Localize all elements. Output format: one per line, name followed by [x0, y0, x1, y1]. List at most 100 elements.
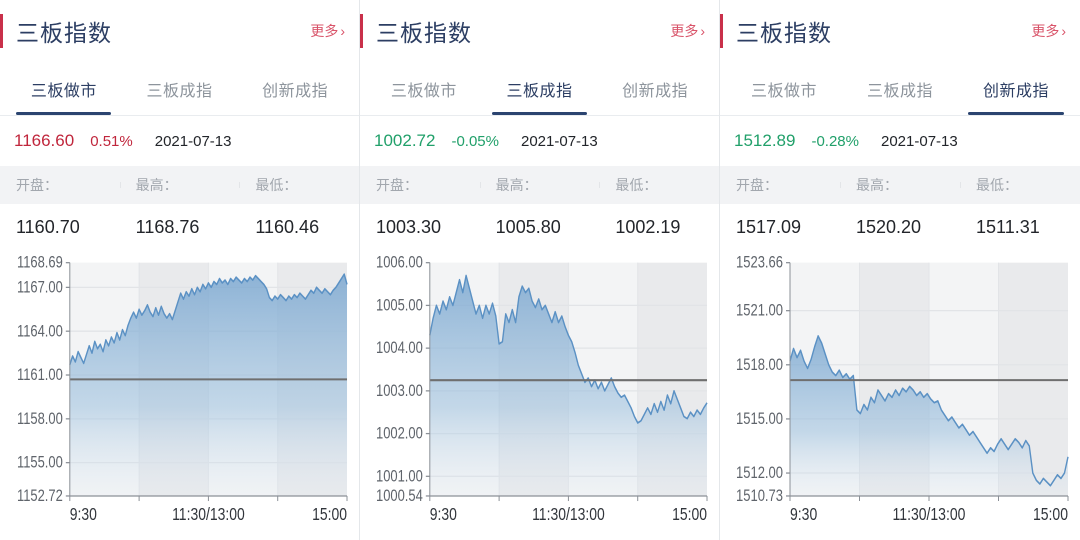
more-link[interactable]: 更多 › — [670, 21, 705, 41]
tab-1[interactable]: 三板做市 — [726, 62, 842, 115]
y-axis-tick-label: 1000.54 — [376, 488, 423, 506]
y-axis-tick-label: 1006.00 — [376, 254, 423, 272]
y-axis-tick-label: 1515.00 — [736, 411, 783, 429]
x-axis-tick-label: 11:30/13:00 — [893, 506, 966, 525]
tab-bar: 三板做市 三板成指 创新成指 — [720, 62, 1080, 116]
tab-label: 创新成指 — [622, 82, 689, 100]
panel-header: 三板指数 更多 › — [0, 0, 359, 62]
quote-change: -0.28% — [811, 132, 859, 150]
y-axis-tick-label: 1004.00 — [376, 340, 423, 358]
stats-value-row: 1003.30 1005.80 1002.19 — [360, 204, 719, 250]
page-title: 三板指数 — [736, 20, 832, 46]
stat-header-3: 最低： — [960, 175, 1080, 195]
index-panel-2: 三板指数 更多 › 三板做市 三板成指 创新成指 1002.72 -0.05% 20… — [360, 0, 720, 540]
stat-header-2: 最高： — [119, 175, 240, 195]
tab-label: 创新成指 — [982, 82, 1049, 100]
quote-date: 2021-07-13 — [520, 132, 598, 150]
stat-header-1: 开盘： — [16, 177, 58, 193]
y-axis-tick-label: 1152.72 — [17, 488, 63, 506]
stats-value-row: 1160.70 1168.76 1160.46 — [0, 204, 359, 250]
x-axis-tick-label: 15:00 — [1033, 506, 1068, 525]
y-axis-tick-label: 1518.00 — [736, 357, 783, 375]
tab-3[interactable]: 创新成指 — [237, 62, 353, 115]
stat-value-3: 1511.31 — [976, 216, 1040, 237]
x-axis-tick-label: 15:00 — [672, 506, 707, 525]
stat-header-1: 开盘： — [376, 177, 418, 193]
more-link[interactable]: 更多 › — [1031, 21, 1066, 41]
stat-value-2: 1520.20 — [856, 216, 922, 237]
stats-header-row: 开盘： 最高： 最低： — [720, 166, 1080, 204]
tab-2[interactable]: 三板成指 — [842, 62, 958, 115]
tab-label: 三板做市 — [30, 82, 97, 100]
y-axis-tick-label: 1510.73 — [736, 488, 783, 506]
more-link[interactable]: 更多 › — [310, 21, 345, 41]
tab-3-active[interactable]: 创新成指 — [958, 62, 1074, 115]
tab-bar: 三板做市 三板成指 创新成指 — [360, 62, 719, 116]
tab-label: 三板成指 — [506, 82, 573, 100]
tab-1-active[interactable]: 三板做市 — [6, 62, 122, 115]
stat-header-3: 最低： — [599, 175, 719, 195]
y-axis-tick-label: 1164.00 — [17, 323, 63, 341]
tab-label: 三板成指 — [146, 82, 213, 100]
y-axis-tick-label: 1155.00 — [17, 454, 63, 472]
x-axis-tick-label: 11:30/13:00 — [532, 506, 605, 525]
panel-header: 三板指数 更多 › — [720, 0, 1080, 62]
x-axis-tick-label: 11:30/13:00 — [172, 506, 245, 525]
tab-2-active[interactable]: 三板成指 — [482, 62, 598, 115]
intraday-chart: 1006.00 1005.00 1004.00 1003.00 1002.00 1001.… — [360, 250, 719, 540]
stats-value-row: 1517.09 1520.20 1511.31 — [720, 204, 1080, 250]
y-axis-tick-label: 1168.69 — [17, 254, 63, 272]
quote-date: 2021-07-13 — [154, 132, 232, 150]
y-axis-tick-label: 1001.00 — [376, 468, 423, 486]
chart-canvas: 1523.66 1521.00 1518.00 1515.00 1512.00 1510.… — [736, 254, 1069, 525]
more-label: 更多 — [670, 23, 699, 39]
y-axis-tick-label: 1512.00 — [736, 465, 783, 483]
x-axis-tick-label: 9:30 — [70, 506, 97, 525]
y-axis-tick-label: 1521.00 — [736, 302, 783, 320]
stat-header-2: 最高： — [479, 175, 600, 195]
more-label: 更多 — [310, 23, 339, 39]
accent-bar-icon — [360, 14, 363, 48]
quote-change: -0.05% — [451, 132, 499, 150]
index-panel-3: 三板指数 更多 › 三板做市 三板成指 创新成指 1512.89 -0.28% 20… — [720, 0, 1080, 540]
tab-3[interactable]: 创新成指 — [597, 62, 713, 115]
y-axis-tick-label: 1167.00 — [17, 279, 63, 297]
stat-value-3: 1160.46 — [255, 216, 320, 237]
x-axis-tick-label: 9:30 — [790, 506, 817, 525]
tab-1[interactable]: 三板做市 — [366, 62, 482, 115]
stat-header-1: 开盘： — [736, 177, 778, 193]
y-axis-tick-label: 1161.00 — [17, 367, 63, 385]
chevron-right-icon: › — [1061, 23, 1066, 39]
stat-value-2: 1005.80 — [495, 216, 561, 237]
y-axis-tick-label: 1005.00 — [376, 297, 423, 315]
quote-row: 1512.89 -0.28% 2021-07-13 — [720, 116, 1080, 166]
stat-value-1: 1517.09 — [736, 216, 802, 237]
stats-header-row: 开盘： 最高： 最低： — [360, 166, 719, 204]
tab-bar: 三板做市 三板成指 创新成指 — [0, 62, 359, 116]
stat-value-1: 1003.30 — [376, 216, 442, 237]
tab-label: 三板做市 — [750, 82, 817, 100]
quote-change: 0.51% — [90, 132, 133, 150]
chevron-right-icon: › — [340, 23, 345, 39]
intraday-chart: 1523.66 1521.00 1518.00 1515.00 1512.00 1510.… — [720, 250, 1080, 540]
stat-header-3: 最低： — [239, 175, 359, 195]
tab-2[interactable]: 三板成指 — [122, 62, 238, 115]
x-axis-tick-label: 9:30 — [430, 506, 457, 525]
y-axis-tick-label: 1158.00 — [17, 411, 63, 429]
panel-header: 三板指数 更多 › — [360, 0, 719, 62]
chart-canvas: 1168.69 1167.00 1164.00 1161.00 1158.00 1155.… — [17, 254, 348, 525]
stat-header-2: 最高： — [840, 175, 960, 195]
x-axis-tick-label: 15:00 — [312, 506, 347, 525]
quote-price: 1002.72 — [374, 131, 436, 150]
quote-price: 1512.89 — [734, 131, 796, 150]
stat-value-1: 1160.70 — [16, 216, 80, 237]
quote-row: 1166.60 0.51% 2021-07-13 — [0, 116, 359, 166]
intraday-chart: 1168.69 1167.00 1164.00 1161.00 1158.00 1155.… — [0, 250, 359, 540]
tab-label: 三板做市 — [390, 82, 457, 100]
accent-bar-icon — [720, 14, 723, 48]
quote-date: 2021-07-13 — [880, 132, 958, 150]
stats-header-row: 开盘： 最高： 最低： — [0, 166, 359, 204]
chevron-right-icon: › — [700, 23, 705, 39]
stat-value-2: 1168.76 — [135, 216, 200, 237]
